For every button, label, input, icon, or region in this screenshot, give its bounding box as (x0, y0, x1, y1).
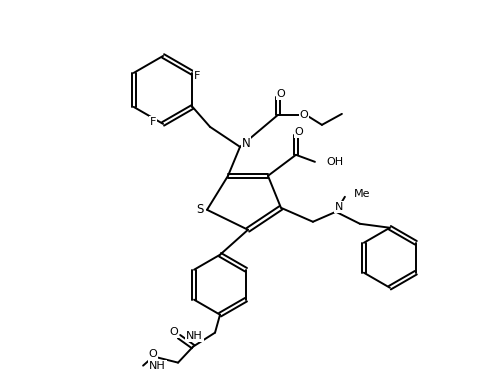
Text: O: O (295, 127, 303, 137)
Text: NH: NH (149, 360, 166, 371)
Text: N: N (335, 202, 343, 212)
Text: N: N (241, 137, 250, 150)
Text: OH: OH (326, 157, 343, 167)
Text: O: O (170, 327, 178, 337)
Text: O: O (277, 89, 285, 99)
Text: O: O (299, 110, 308, 120)
Text: NH: NH (186, 331, 203, 341)
Text: F: F (194, 71, 201, 81)
Text: F: F (150, 117, 156, 127)
Text: O: O (149, 349, 158, 359)
Text: Me: Me (354, 189, 370, 199)
Text: S: S (196, 203, 204, 216)
